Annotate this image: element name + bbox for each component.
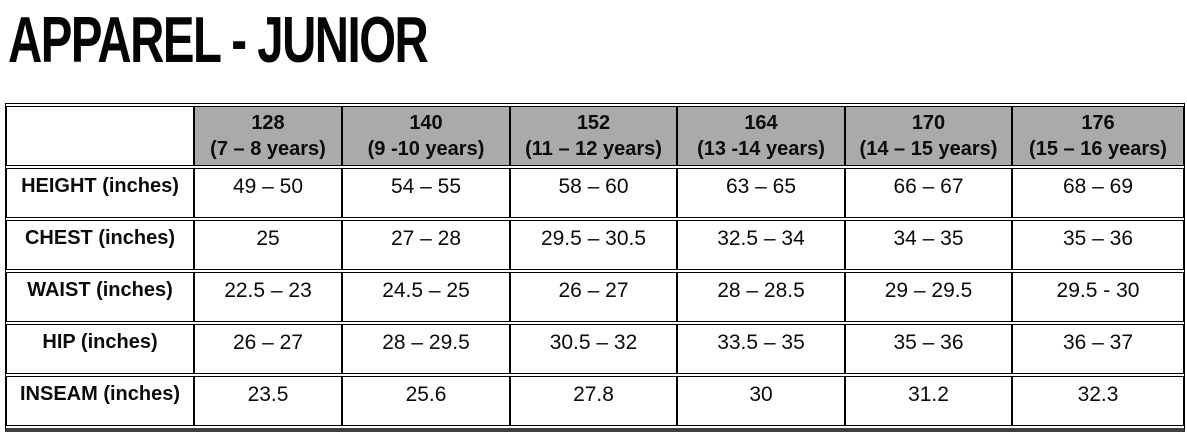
table-row: HIP (inches) 26 – 27 28 – 29.5 30.5 – 32 33.… — [6, 324, 1184, 374]
column-header-size-152: 152 (11 – 12 years) — [510, 106, 677, 166]
measurement-cell: 49 – 50 — [194, 168, 342, 218]
age-range-label: (11 – 12 years) — [525, 138, 662, 160]
page-title: APPAREL - JUNIOR — [8, 2, 429, 77]
size-chart-body: HEIGHT (inches) 49 – 50 54 – 55 58 – 60 63 –… — [6, 168, 1184, 426]
measurement-cell: 35 – 36 — [845, 324, 1012, 374]
measurement-cell: 66 – 67 — [845, 168, 1012, 218]
row-label: HEIGHT (inches) — [6, 168, 194, 218]
age-range-label: (7 – 8 years) — [210, 138, 326, 160]
measurement-cell: 35 – 36 — [1012, 220, 1184, 270]
table-row: CHEST (inches) 25 27 – 28 29.5 – 30.5 32.5 –… — [6, 220, 1184, 270]
column-header-size-170: 170 (14 – 15 years) — [845, 106, 1012, 166]
measurement-cell: 33.5 – 35 — [677, 324, 845, 374]
measurement-cell: 58 – 60 — [510, 168, 677, 218]
measurement-cell: 27 – 28 — [342, 220, 510, 270]
age-range-label: (15 – 16 years) — [1029, 138, 1167, 160]
column-header-size-176: 176 (15 – 16 years) — [1012, 106, 1184, 166]
measurement-cell: 31.2 — [845, 376, 1012, 426]
measurement-cell: 32.5 – 34 — [677, 220, 845, 270]
table-row: INSEAM (inches) 23.5 25.6 27.8 30 31.2 32.3 — [6, 376, 1184, 426]
table-row: HEIGHT (inches) 49 – 50 54 – 55 58 – 60 63 –… — [6, 168, 1184, 218]
size-label: 164 — [744, 112, 778, 134]
measurement-cell: 36 – 37 — [1012, 324, 1184, 374]
size-label: 176 — [1081, 112, 1115, 134]
measurement-cell: 24.5 – 25 — [342, 272, 510, 322]
measurement-cell: 23.5 — [194, 376, 342, 426]
column-header-size-140: 140 (9 -10 years) — [342, 106, 510, 166]
size-label: 140 — [409, 112, 443, 134]
corner-cell — [6, 106, 194, 166]
measurement-cell: 63 – 65 — [677, 168, 845, 218]
size-chart-header: 128 (7 – 8 years) 140 (9 -10 years) 152 (11 –… — [6, 106, 1184, 166]
measurement-cell: 30.5 – 32 — [510, 324, 677, 374]
measurement-cell: 32.3 — [1012, 376, 1184, 426]
measurement-cell: 25 — [194, 220, 342, 270]
size-label: 170 — [911, 112, 946, 134]
size-label: 152 — [576, 112, 611, 134]
header-row: 128 (7 – 8 years) 140 (9 -10 years) 152 (11 –… — [6, 106, 1184, 166]
junior-apparel-size-chart: 128 (7 – 8 years) 140 (9 -10 years) 152 (11 –… — [5, 103, 1185, 432]
measurement-cell: 68 – 69 — [1012, 168, 1184, 218]
row-label: INSEAM (inches) — [6, 376, 194, 426]
measurement-cell: 54 – 55 — [342, 168, 510, 218]
measurement-cell: 22.5 – 23 — [194, 272, 342, 322]
measurement-cell: 26 – 27 — [510, 272, 677, 322]
measurement-cell: 27.8 — [510, 376, 677, 426]
row-label: HIP (inches) — [6, 324, 194, 374]
column-header-size-128: 128 (7 – 8 years) — [194, 106, 342, 166]
age-range-label: (9 -10 years) — [367, 138, 485, 160]
row-label: WAIST (inches) — [6, 272, 194, 322]
measurement-cell: 30 — [677, 376, 845, 426]
row-label: CHEST (inches) — [6, 220, 194, 270]
table-row: WAIST (inches) 22.5 – 23 24.5 – 25 26 – 27 2… — [6, 272, 1184, 322]
age-range-label: (14 – 15 years) — [859, 138, 998, 160]
measurement-cell: 29 – 29.5 — [845, 272, 1012, 322]
size-label: 128 — [251, 112, 285, 134]
age-range-label: (13 -14 years) — [697, 138, 825, 160]
measurement-cell: 28 – 29.5 — [342, 324, 510, 374]
column-header-size-164: 164 (13 -14 years) — [677, 106, 845, 166]
measurement-cell: 26 – 27 — [194, 324, 342, 374]
measurement-cell: 29.5 – 30.5 — [510, 220, 677, 270]
measurement-cell: 25.6 — [342, 376, 510, 426]
measurement-cell: 29.5 - 30 — [1012, 272, 1184, 322]
measurement-cell: 28 – 28.5 — [677, 272, 845, 322]
measurement-cell: 34 – 35 — [845, 220, 1012, 270]
